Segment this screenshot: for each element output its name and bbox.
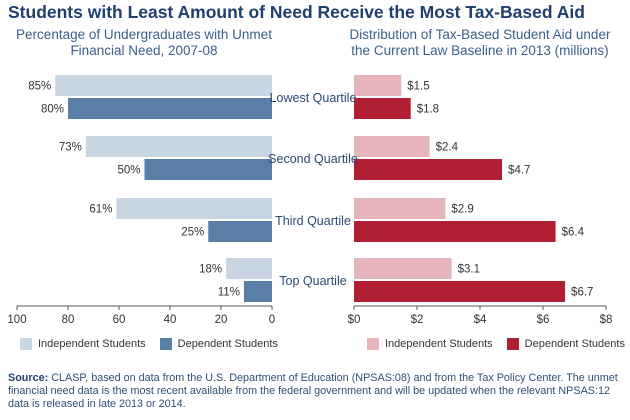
left-data-label: 25% (181, 227, 204, 239)
right-data-label: $2.9 (451, 204, 473, 216)
left-tick-label: 80 (62, 314, 75, 326)
left-data-label: 80% (41, 104, 64, 116)
right-data-label: $6.4 (562, 227, 585, 239)
legend-label-dependent: Dependent Students (177, 338, 278, 350)
left-bar-independent-3 (116, 198, 272, 219)
left-tick-label: 40 (164, 314, 177, 326)
left-data-label: 18% (199, 264, 222, 276)
right-bar-independent-3 (354, 198, 446, 219)
left-bar-dependent-3 (208, 221, 272, 242)
left-bar-dependent-1 (68, 98, 272, 119)
left-data-label: 61% (89, 204, 112, 216)
left-tick-label: 60 (113, 314, 126, 326)
right-data-label: $1.5 (407, 81, 429, 93)
legend-swatch-dependent-right (506, 338, 519, 350)
legend-label-independent: Independent Students (38, 338, 146, 350)
legend-swatch-independent-right (367, 338, 379, 350)
right-tick-label: $0 (348, 314, 361, 326)
right-tick-label: $2 (411, 314, 424, 326)
legend-swatch-independent (20, 338, 32, 350)
left-tick-label: 0 (269, 314, 275, 326)
right-bar-independent-2 (354, 136, 430, 157)
left-chart-subtitle: Percentage of Undergraduates with Unmet … (16, 27, 272, 58)
left-bar-independent-2 (85, 136, 272, 157)
left-data-label: 50% (117, 165, 140, 177)
category-label: Top Quartile (279, 274, 346, 288)
right-bar-independent-1 (354, 75, 402, 96)
category-label: Second Quartile (268, 152, 358, 166)
legend-label-independent-right: Independent Students (385, 338, 493, 350)
left-bar-independent-4 (226, 258, 272, 279)
right-tick-label: $8 (600, 314, 613, 326)
left-tick-label: 20 (215, 314, 228, 326)
right-bar-dependent-1 (354, 98, 411, 119)
right-data-label: $3.1 (458, 264, 480, 276)
legend-label-dependent-right: Dependent Students (524, 338, 625, 350)
right-legend: Independent Students Dependent Students (367, 338, 630, 350)
category-label: Third Quartile (275, 214, 351, 228)
right-tick-label: $6 (537, 314, 550, 326)
right-data-label: $1.8 (417, 104, 439, 116)
left-legend: Independent Students Dependent Students (20, 338, 292, 350)
right-tick-label: $4 (474, 314, 487, 326)
right-data-label: $6.7 (571, 287, 593, 299)
left-data-label: 85% (28, 81, 51, 93)
left-bar-dependent-4 (243, 281, 272, 302)
right-bar-independent-4 (354, 258, 452, 279)
right-data-label: $2.4 (436, 142, 459, 154)
source-label: Source: (8, 372, 49, 384)
right-chart-subtitle: Distribution of Tax-Based Student Aid un… (349, 27, 611, 58)
right-bar-dependent-3 (354, 221, 556, 242)
category-label: Lowest Quartile (270, 91, 357, 105)
legend-swatch-dependent (159, 338, 172, 350)
chart-title: Students with Least Amount of Need Recei… (8, 2, 585, 22)
source-note: Source: CLASP, based on data from the U.… (8, 372, 624, 411)
left-bar-independent-1 (55, 75, 272, 96)
left-data-label: 73% (59, 142, 82, 154)
right-bar-dependent-2 (354, 159, 503, 180)
left-tick-label: 100 (7, 314, 26, 326)
right-bar-dependent-4 (354, 281, 566, 302)
left-bar-dependent-2 (144, 159, 272, 180)
right-data-label: $4.7 (508, 165, 530, 177)
source-text: CLASP, based on data from the U.S. Depar… (8, 372, 618, 410)
left-data-label: 11% (218, 287, 240, 299)
